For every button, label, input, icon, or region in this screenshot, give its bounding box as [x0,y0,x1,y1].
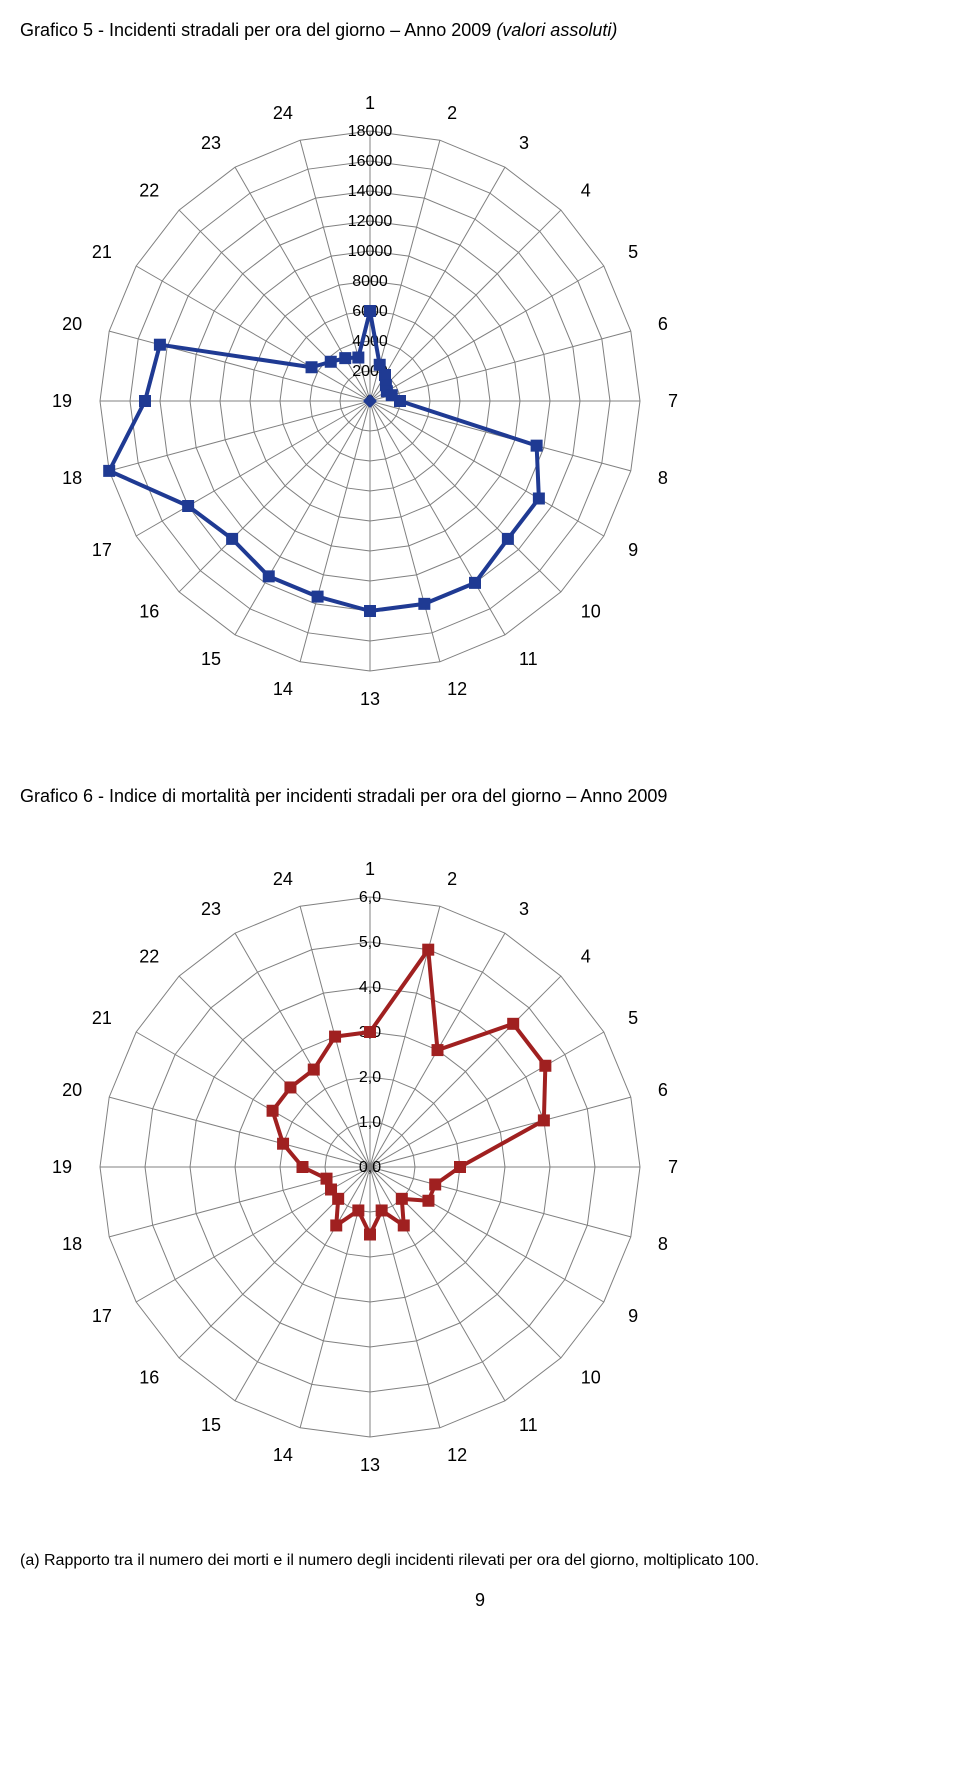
svg-text:23: 23 [201,899,221,919]
chart5-radar: 1234567891011121314151617181920212223240… [20,51,720,751]
svg-text:4: 4 [581,180,591,200]
footnote: (a) Rapporto tra il numero dei morti e i… [20,1552,940,1570]
svg-text:5,0: 5,0 [359,934,381,951]
svg-text:14: 14 [273,1445,293,1465]
svg-text:8: 8 [658,468,668,488]
svg-text:16: 16 [139,602,159,622]
svg-text:2: 2 [447,103,457,123]
svg-text:6: 6 [658,1080,668,1100]
svg-text:21: 21 [92,1008,112,1028]
svg-text:14000: 14000 [348,183,393,200]
svg-text:1: 1 [365,859,375,879]
svg-text:10: 10 [581,602,601,622]
svg-text:5: 5 [628,1008,638,1028]
svg-text:15: 15 [201,649,221,669]
svg-text:5: 5 [628,242,638,262]
chart5-title: Grafico 5 - Incidenti stradali per ora d… [20,20,940,41]
page-number: 9 [20,1590,940,1611]
svg-text:15: 15 [201,1415,221,1435]
svg-text:18: 18 [62,1234,82,1254]
svg-text:4,0: 4,0 [359,979,381,996]
svg-text:20: 20 [62,1080,82,1100]
svg-text:3: 3 [519,133,529,153]
svg-text:17: 17 [92,540,112,560]
svg-text:0,0: 0,0 [359,1159,381,1176]
svg-text:10000: 10000 [348,243,393,260]
chart6-radar: 1234567891011121314151617181920212223240… [20,817,720,1517]
svg-text:16000: 16000 [348,153,393,170]
chart5-title-main: Grafico 5 - Incidenti stradali per ora d… [20,20,496,40]
svg-text:7: 7 [668,391,678,411]
chart5-container: 1234567891011121314151617181920212223240… [20,51,940,756]
svg-text:22: 22 [139,180,159,200]
svg-text:19: 19 [52,1157,72,1177]
svg-text:2,0: 2,0 [359,1069,381,1086]
chart5-title-italic: (valori assoluti) [496,20,617,40]
svg-text:1: 1 [365,93,375,113]
svg-text:14: 14 [273,679,293,699]
svg-text:9: 9 [628,540,638,560]
svg-text:11: 11 [519,1415,538,1435]
svg-text:21: 21 [92,242,112,262]
svg-text:24: 24 [273,869,293,889]
svg-text:10: 10 [581,1368,601,1388]
svg-text:23: 23 [201,133,221,153]
chart6-title-main: Grafico 6 - Indice di mortalità per inci… [20,786,667,806]
svg-text:19: 19 [52,391,72,411]
svg-text:12: 12 [447,679,467,699]
svg-text:24: 24 [273,103,293,123]
chart6-title: Grafico 6 - Indice di mortalità per inci… [20,786,940,807]
svg-text:18000: 18000 [348,123,393,140]
svg-text:11: 11 [519,649,538,669]
svg-text:22: 22 [139,946,159,966]
svg-text:7: 7 [668,1157,678,1177]
svg-text:13: 13 [360,1455,380,1475]
svg-text:13: 13 [360,689,380,709]
svg-text:17: 17 [92,1306,112,1326]
svg-text:12: 12 [447,1445,467,1465]
chart6-container: 1234567891011121314151617181920212223240… [20,817,940,1522]
svg-text:9: 9 [628,1306,638,1326]
svg-text:6: 6 [658,314,668,334]
svg-text:18: 18 [62,468,82,488]
svg-text:12000: 12000 [348,213,393,230]
svg-text:4: 4 [581,946,591,966]
svg-text:8000: 8000 [352,273,388,290]
svg-text:8: 8 [658,1234,668,1254]
svg-text:16: 16 [139,1368,159,1388]
svg-text:20: 20 [62,314,82,334]
svg-text:6,0: 6,0 [359,889,381,906]
svg-text:3: 3 [519,899,529,919]
svg-text:1,0: 1,0 [359,1114,381,1131]
svg-text:4000: 4000 [352,333,388,350]
svg-text:2: 2 [447,869,457,889]
